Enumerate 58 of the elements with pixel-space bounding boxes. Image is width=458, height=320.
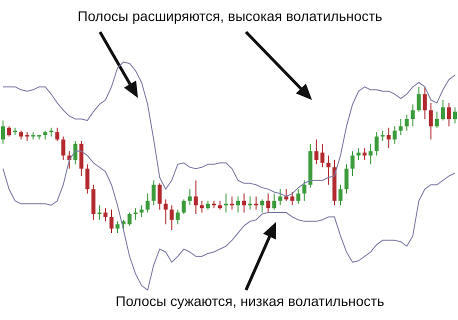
candlestick	[134, 208, 138, 220]
candlestick	[188, 188, 192, 206]
candlestick	[1, 120, 6, 144]
candlestick	[73, 140, 78, 165]
candlestick	[404, 114, 409, 132]
candlestick	[416, 86, 421, 112]
candlestick	[452, 106, 457, 124]
candlestick	[344, 164, 349, 194]
candlestick	[109, 209, 114, 234]
candlestick	[194, 180, 198, 214]
candlestick	[434, 111, 439, 128]
candlestick	[278, 188, 282, 206]
candlestick	[182, 198, 186, 214]
candlestick	[55, 127, 60, 142]
candlestick	[236, 196, 240, 214]
candlestick	[392, 126, 397, 144]
candlestick	[302, 180, 306, 202]
candlestick	[128, 212, 132, 226]
candlestick	[85, 164, 90, 194]
candlestick	[368, 143, 373, 165]
candlestick	[272, 193, 276, 210]
candlestick	[97, 204, 102, 220]
candlestick	[284, 188, 288, 202]
candlestick	[266, 193, 270, 214]
candlestick	[200, 200, 204, 214]
candlestick	[176, 209, 180, 225]
candlestick	[374, 132, 379, 156]
candlestick	[260, 198, 264, 214]
candlestick	[170, 204, 174, 231]
candlestick	[350, 150, 355, 176]
candlestick	[61, 136, 66, 160]
text: Полосы расширяются, высокая волатильность	[76, 8, 384, 24]
candlestick	[440, 100, 445, 121]
candlestick	[398, 118, 403, 136]
candlestick	[326, 155, 330, 186]
candlestick	[314, 138, 318, 165]
candlestick	[446, 102, 451, 127]
candlestick	[320, 143, 324, 168]
candlestick	[146, 193, 150, 214]
candlestick	[356, 148, 361, 160]
text: Полосы сужаются, низкая волатильность	[114, 293, 386, 309]
candlestick	[242, 193, 246, 214]
candlestick	[386, 127, 391, 149]
candlestick	[164, 198, 168, 225]
candlestick	[410, 104, 415, 127]
candlestick	[7, 126, 12, 138]
candlestick	[362, 148, 367, 160]
candlestick	[103, 208, 108, 222]
candlestick	[158, 182, 162, 210]
candlestick	[140, 204, 144, 218]
candlestick	[296, 188, 300, 204]
candlestick	[422, 86, 427, 120]
candlestick	[290, 192, 294, 206]
candlestick	[116, 220, 120, 234]
candlestick	[338, 184, 342, 206]
candlestick	[428, 102, 433, 140]
candlestick	[380, 130, 385, 142]
candlestick	[152, 180, 156, 206]
